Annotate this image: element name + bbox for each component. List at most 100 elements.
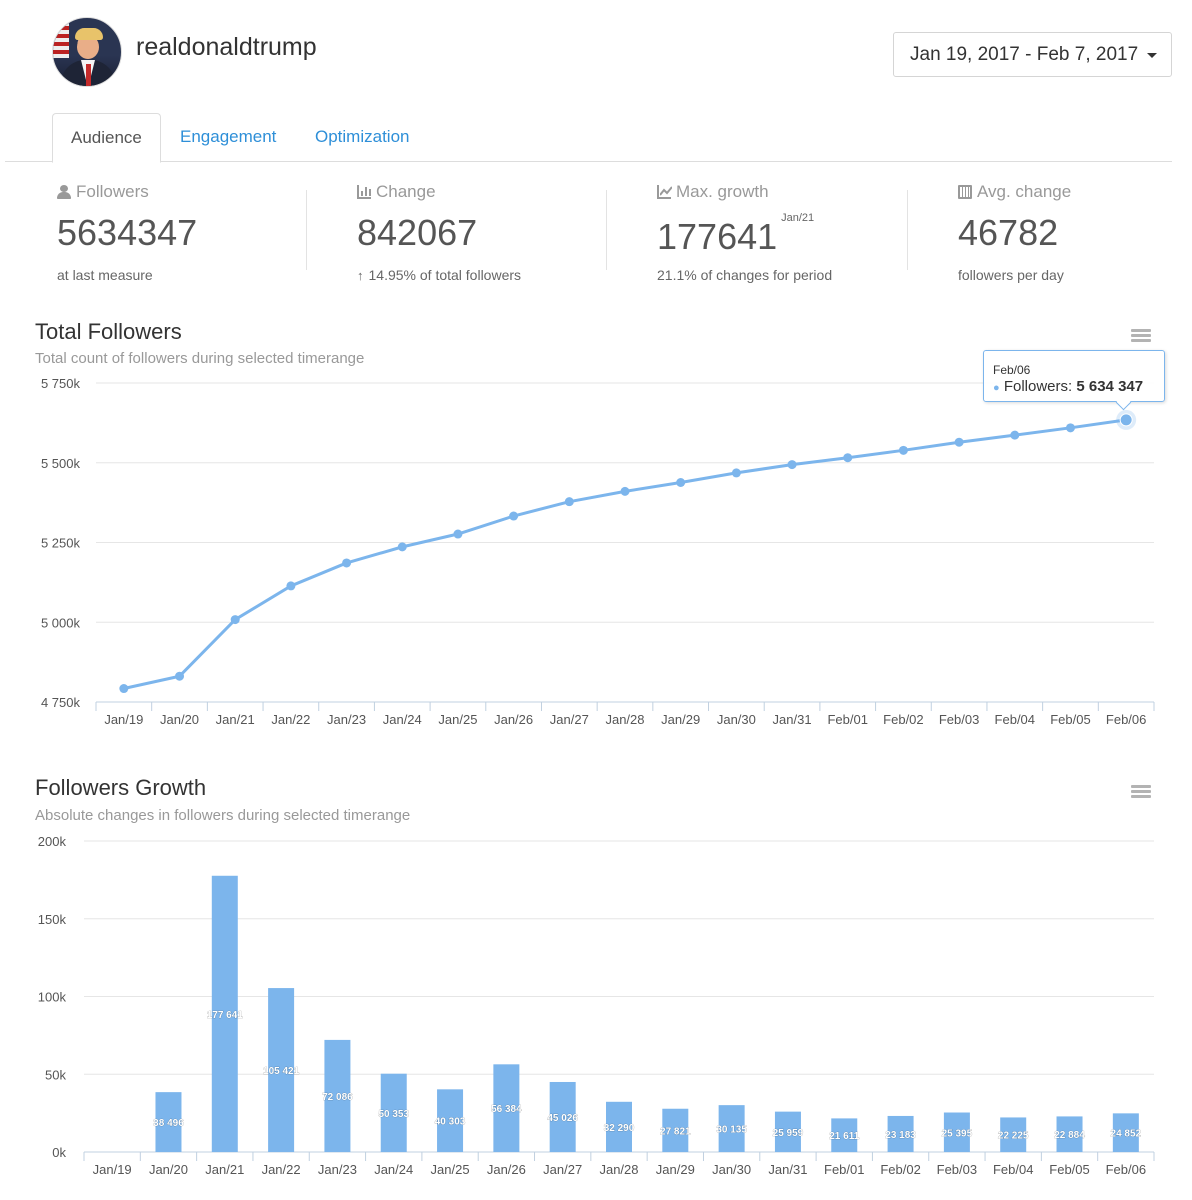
bar	[943, 1112, 970, 1152]
chart-title-total-followers: Total Followers	[35, 319, 182, 344]
x-tick-label: Jan/23	[318, 1162, 357, 1177]
chart-subtitle-followers-growth: Absolute changes in followers during sel…	[35, 807, 411, 824]
bar	[774, 1111, 801, 1152]
x-tick-label: Feb/02	[883, 712, 923, 727]
chart-tooltip: Feb/06 ● Followers: 5 634 347	[983, 350, 1165, 402]
tab-bar: Audience Engagement Optimization	[5, 113, 1172, 163]
data-point	[453, 529, 463, 539]
bar	[437, 1089, 464, 1152]
bar-data-label: 25 959	[773, 1128, 804, 1139]
bar-data-label: 177 641	[207, 1010, 244, 1021]
x-tick-label: Jan/27	[543, 1162, 582, 1177]
chart-menu-icon[interactable]	[1131, 785, 1151, 799]
data-point	[397, 542, 407, 552]
tooltip-series: Followers	[1003, 378, 1069, 395]
data-point	[509, 511, 519, 521]
y-tick-label: 5 750k	[41, 376, 81, 391]
stat-label: Change	[376, 182, 436, 201]
bar-data-label: 22 225	[998, 1131, 1029, 1142]
x-tick-label: Feb/01	[827, 712, 867, 727]
x-tick-label: Jan/28	[605, 712, 644, 727]
x-tick-label: Jan/20	[160, 712, 199, 727]
bar-data-label: 56 384	[491, 1104, 522, 1115]
series-line	[123, 418, 1127, 690]
x-tick-label: Jan/30	[712, 1162, 751, 1177]
avatar	[52, 17, 122, 87]
stat-divider	[306, 190, 307, 270]
data-point	[954, 437, 964, 447]
bar-data-label: 30 135	[716, 1125, 747, 1136]
bar-data-label: 27 821	[660, 1126, 691, 1137]
stat-subtext: at last measure	[57, 267, 153, 283]
bar	[155, 1092, 182, 1152]
bar-data-label: 32 290	[604, 1123, 635, 1134]
y-tick-label: 150k	[38, 912, 67, 927]
bar	[662, 1108, 689, 1152]
data-point	[676, 477, 686, 487]
stat-avg-change: Avg. change 46782 followers per day	[958, 180, 1192, 283]
tab-optimization[interactable]: Optimization	[315, 127, 410, 146]
tab-engagement[interactable]: Engagement	[180, 127, 277, 146]
x-tick-label: Feb/06	[1106, 1162, 1146, 1177]
bar-data-label: 105 421	[263, 1066, 300, 1077]
x-tick-label: Jan/22	[271, 712, 310, 727]
data-point	[564, 497, 574, 507]
x-tick-label: Jan/30	[717, 712, 756, 727]
x-tick-label: Jan/26	[487, 1162, 526, 1177]
bar-data-label: 24 852	[1111, 1129, 1142, 1140]
avatar-face	[77, 35, 99, 59]
bar	[1112, 1113, 1139, 1152]
y-tick-label: 5 000k	[41, 615, 81, 630]
stat-divider	[907, 190, 908, 270]
stat-label: Max. growth	[676, 182, 769, 201]
bar-data-label: 22 884	[1054, 1130, 1085, 1141]
avatar-tie	[86, 64, 91, 86]
x-tick-label: Feb/04	[993, 1162, 1033, 1177]
followers-growth-chart: 200k 150k 100k 50k 0k Jan/19 38 496 Jan/20 177 6…	[38, 834, 1155, 1177]
bar	[831, 1118, 858, 1152]
x-tick-label: Jan/19	[104, 712, 143, 727]
calculator-icon	[958, 185, 972, 199]
x-tick-label: Feb/04	[995, 712, 1035, 727]
stat-value: 5634347	[57, 212, 198, 253]
profile-username: realdonaldtrump	[136, 33, 317, 61]
bar-data-label: 21 611	[829, 1131, 859, 1142]
data-point	[898, 445, 908, 455]
chart-subtitle-total-followers: Total count of followers during selected…	[35, 350, 365, 367]
y-tick-label: 5 500k	[41, 456, 81, 471]
x-tick-label: Feb/05	[1050, 712, 1090, 727]
caret-down-icon	[1147, 53, 1157, 58]
data-point	[731, 468, 741, 478]
x-tick-label: Feb/03	[939, 712, 979, 727]
date-range-picker[interactable]: Jan 19, 2017 - Feb 7, 2017	[893, 32, 1172, 77]
x-tick-label: Jan/19	[93, 1162, 132, 1177]
x-tick-label: Jan/22	[262, 1162, 301, 1177]
bar-data-label: 38 496	[153, 1118, 184, 1129]
bar	[1000, 1117, 1027, 1152]
tooltip-series-dot: ●	[993, 382, 1000, 394]
stat-label: Followers	[76, 182, 149, 201]
x-tick-label: Feb/03	[937, 1162, 977, 1177]
tooltip-value: 5 634 347	[1076, 378, 1144, 395]
bar-data-label: 72 086	[322, 1092, 353, 1103]
x-tick-label: Jan/31	[768, 1162, 807, 1177]
stat-value: 46782	[958, 212, 1059, 253]
bar	[718, 1105, 745, 1152]
bar-data-label: 23 183	[885, 1130, 916, 1141]
tab-audience[interactable]: Audience	[52, 113, 161, 163]
arrow-up-icon: ↑	[357, 267, 364, 283]
stat-value: 177641	[657, 216, 778, 257]
x-tick-label: Jan/25	[431, 1162, 470, 1177]
bar-data-label: 40 303	[435, 1117, 466, 1128]
bar-data-label: 25 395	[942, 1128, 973, 1139]
data-point	[286, 581, 296, 591]
bar	[211, 875, 238, 1152]
tooltip-date: Feb/06	[993, 363, 1031, 377]
y-tick-label: 0k	[52, 1145, 66, 1160]
x-tick-label: Feb/05	[1049, 1162, 1089, 1177]
chart-menu-icon[interactable]	[1131, 329, 1151, 343]
data-point	[1065, 423, 1075, 433]
stat-max-growth: Max. growth 177641 Jan/21 21.1% of change…	[657, 180, 917, 283]
x-tick-label: Jan/21	[205, 1162, 244, 1177]
data-point	[1010, 430, 1020, 440]
